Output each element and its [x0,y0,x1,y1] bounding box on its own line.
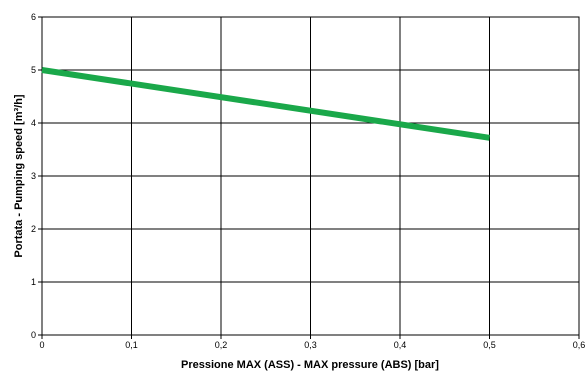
y-tick-label: 3 [31,171,36,181]
y-axis-title: Portata - Pumping speed [m³/h] [13,94,25,258]
y-tick-label: 5 [31,65,36,75]
y-tick-labels: 0 1 2 3 4 5 6 [31,12,36,340]
y-tick-label: 1 [31,277,36,287]
x-axis-title: Pressione MAX (ASS) - MAX pressure (ABS)… [181,359,439,371]
y-tick-label: 2 [31,224,36,234]
x-tick-label: 0,6 [573,340,586,350]
x-tick-label: 0,4 [394,340,407,350]
y-tick-label: 6 [31,12,36,22]
x-tick-label: 0,3 [304,340,317,350]
x-tick-label: 0,5 [483,340,496,350]
x-tick-label: 0,1 [125,340,138,350]
x-tick-labels: 0 0,1 0,2 0,3 0,4 0,5 0,6 [39,340,585,350]
y-tick-label: 4 [31,118,36,128]
series-lines [41,67,490,141]
series-line [41,67,490,141]
grid-lines [38,16,580,339]
y-tick-label: 0 [31,330,36,340]
x-tick-label: 0,2 [215,340,228,350]
x-tick-label: 0 [39,340,44,350]
